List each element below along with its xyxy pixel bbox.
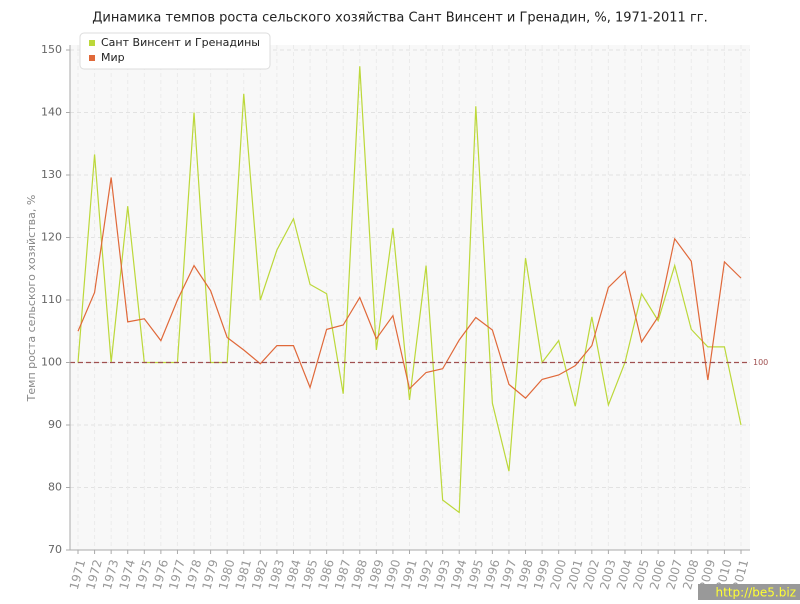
y-tick-label: 100 — [41, 356, 62, 369]
legend: Сант Винсент и Гренадины Мир — [79, 32, 271, 70]
watermark-bg — [698, 584, 800, 600]
watermark: http://be5.biz — [716, 586, 796, 600]
legend-swatch — [89, 55, 95, 61]
series-line — [77, 177, 742, 399]
reference-label: 100 — [753, 358, 768, 367]
y-tick-label: 70 — [48, 543, 62, 556]
y-tick-label: 80 — [48, 481, 62, 494]
y-tick-label: 140 — [41, 106, 62, 119]
y-tick-label: 120 — [41, 231, 62, 244]
legend-box — [79, 32, 271, 70]
marks: 100 — [70, 66, 768, 514]
y-axis-label: Темп роста сельского хозяйства, % — [25, 195, 38, 403]
y-tick-label: 110 — [41, 293, 62, 306]
y-tick-label: 150 — [41, 43, 62, 56]
legend-label: Сант Винсент и Гренадины — [101, 36, 260, 49]
y-tick-label: 130 — [41, 168, 62, 181]
legend-swatch — [89, 40, 95, 46]
series-line — [77, 66, 742, 514]
chart-title: Динамика темпов роста сельского хозяйств… — [92, 11, 708, 26]
grid: 7080901001101201301401501971197219731974… — [41, 43, 751, 591]
y-tick-label: 90 — [48, 418, 62, 431]
legend-label: Мир — [101, 51, 125, 64]
